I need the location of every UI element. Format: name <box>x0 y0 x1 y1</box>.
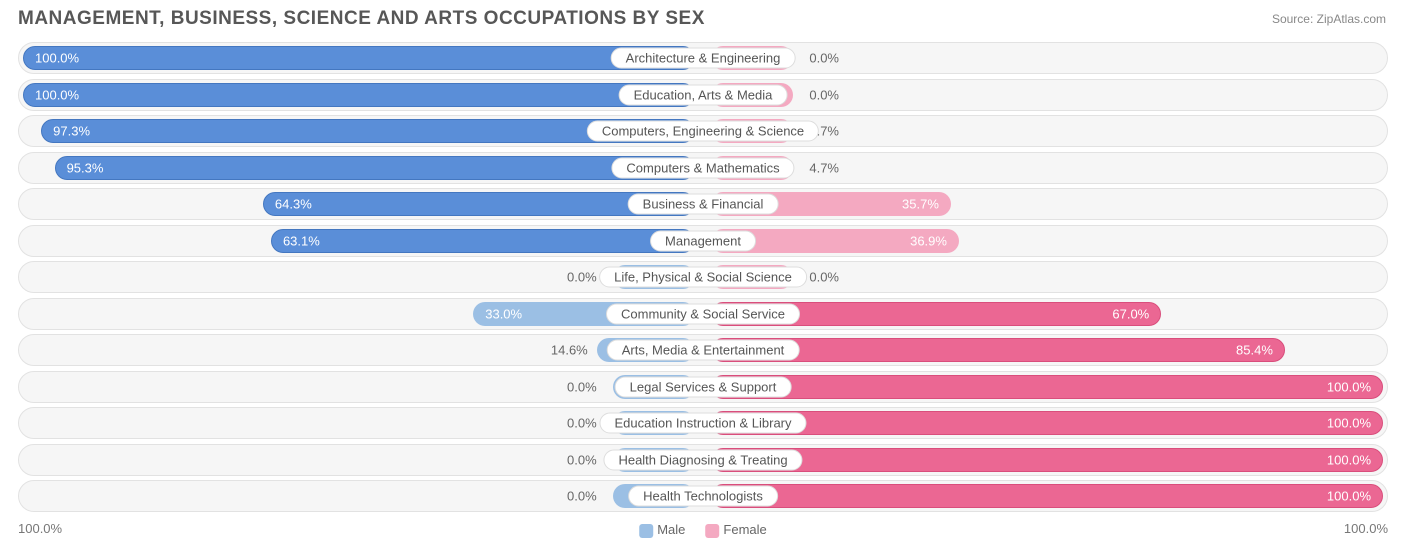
female-value: 100.0% <box>1327 452 1371 467</box>
table-row: 0.0% 100.0% Health Diagnosing & Treating <box>18 444 1388 476</box>
axis-left-label: 100.0% <box>18 521 62 536</box>
category-label: Arts, Media & Entertainment <box>607 340 800 361</box>
male-value: 0.0% <box>567 489 597 504</box>
table-row: 0.0% 100.0% Legal Services & Support <box>18 371 1388 403</box>
table-row: 100.0% 0.0% Architecture & Engineering <box>18 42 1388 74</box>
category-label: Legal Services & Support <box>615 376 792 397</box>
male-bar <box>23 46 695 70</box>
category-label: Health Technologists <box>628 486 778 507</box>
category-label: Education Instruction & Library <box>599 413 806 434</box>
male-value: 0.0% <box>567 452 597 467</box>
female-value: 100.0% <box>1327 416 1371 431</box>
table-row: 14.6% 85.4% Arts, Media & Entertainment <box>18 334 1388 366</box>
male-value: 97.3% <box>53 124 90 139</box>
table-row: 64.3% 35.7% Business & Financial <box>18 188 1388 220</box>
female-swatch <box>705 524 719 538</box>
category-label: Community & Social Service <box>606 303 800 324</box>
table-row: 0.0% 100.0% Education Instruction & Librar… <box>18 407 1388 439</box>
table-row: 100.0% 0.0% Education, Arts & Media <box>18 79 1388 111</box>
table-row: 63.1% 36.9% Management <box>18 225 1388 257</box>
female-value: 0.0% <box>809 51 839 66</box>
category-label: Education, Arts & Media <box>619 84 788 105</box>
legend-female: Female <box>705 522 766 538</box>
male-value: 0.0% <box>567 270 597 285</box>
female-value: 100.0% <box>1327 489 1371 504</box>
male-swatch <box>639 524 653 538</box>
legend-male: Male <box>639 522 685 538</box>
female-value: 100.0% <box>1327 379 1371 394</box>
chart-title: MANAGEMENT, BUSINESS, SCIENCE AND ARTS O… <box>18 8 705 30</box>
female-bar <box>711 484 1383 508</box>
source-attribution: Source: ZipAtlas.com <box>1272 12 1386 26</box>
legend: Male Female <box>639 522 767 538</box>
female-bar <box>711 411 1383 435</box>
male-value: 33.0% <box>485 306 522 321</box>
male-value: 0.0% <box>567 379 597 394</box>
female-value: 4.7% <box>809 160 839 175</box>
female-value: 0.0% <box>809 270 839 285</box>
male-value: 0.0% <box>567 416 597 431</box>
male-value: 95.3% <box>67 160 104 175</box>
female-bar <box>711 375 1383 399</box>
legend-female-label: Female <box>723 522 766 537</box>
category-label: Life, Physical & Social Science <box>599 267 807 288</box>
male-bar <box>23 83 695 107</box>
female-value: 35.7% <box>902 197 939 212</box>
table-row: 95.3% 4.7% Computers & Mathematics <box>18 152 1388 184</box>
male-value: 63.1% <box>283 233 320 248</box>
male-bar <box>55 156 695 180</box>
diverging-bar-chart: 100.0%0.0%Architecture & Engineering100.… <box>18 42 1388 516</box>
male-bar <box>271 229 695 253</box>
table-row: 97.3%2.7%Computers, Engineering & Scienc… <box>18 115 1388 147</box>
table-row: 33.0% 67.0% Community & Social Service <box>18 298 1388 330</box>
male-value: 100.0% <box>35 87 79 102</box>
legend-male-label: Male <box>657 522 685 537</box>
male-value: 100.0% <box>35 51 79 66</box>
male-value: 64.3% <box>275 197 312 212</box>
male-value: 14.6% <box>551 343 588 358</box>
category-label: Health Diagnosing & Treating <box>603 449 802 470</box>
table-row: 0.0% 0.0%Life, Physical & Social Science <box>18 261 1388 293</box>
female-bar <box>711 448 1383 472</box>
category-label: Management <box>650 230 756 251</box>
category-label: Computers & Mathematics <box>611 157 794 178</box>
category-label: Computers, Engineering & Science <box>587 121 819 142</box>
female-value: 36.9% <box>910 233 947 248</box>
female-value: 85.4% <box>1236 343 1273 358</box>
category-label: Architecture & Engineering <box>611 48 796 69</box>
axis-right-label: 100.0% <box>1344 521 1388 536</box>
category-label: Business & Financial <box>628 194 779 215</box>
female-value: 67.0% <box>1112 306 1149 321</box>
table-row: 0.0% 100.0% Health Technologists <box>18 480 1388 512</box>
female-value: 0.0% <box>809 87 839 102</box>
